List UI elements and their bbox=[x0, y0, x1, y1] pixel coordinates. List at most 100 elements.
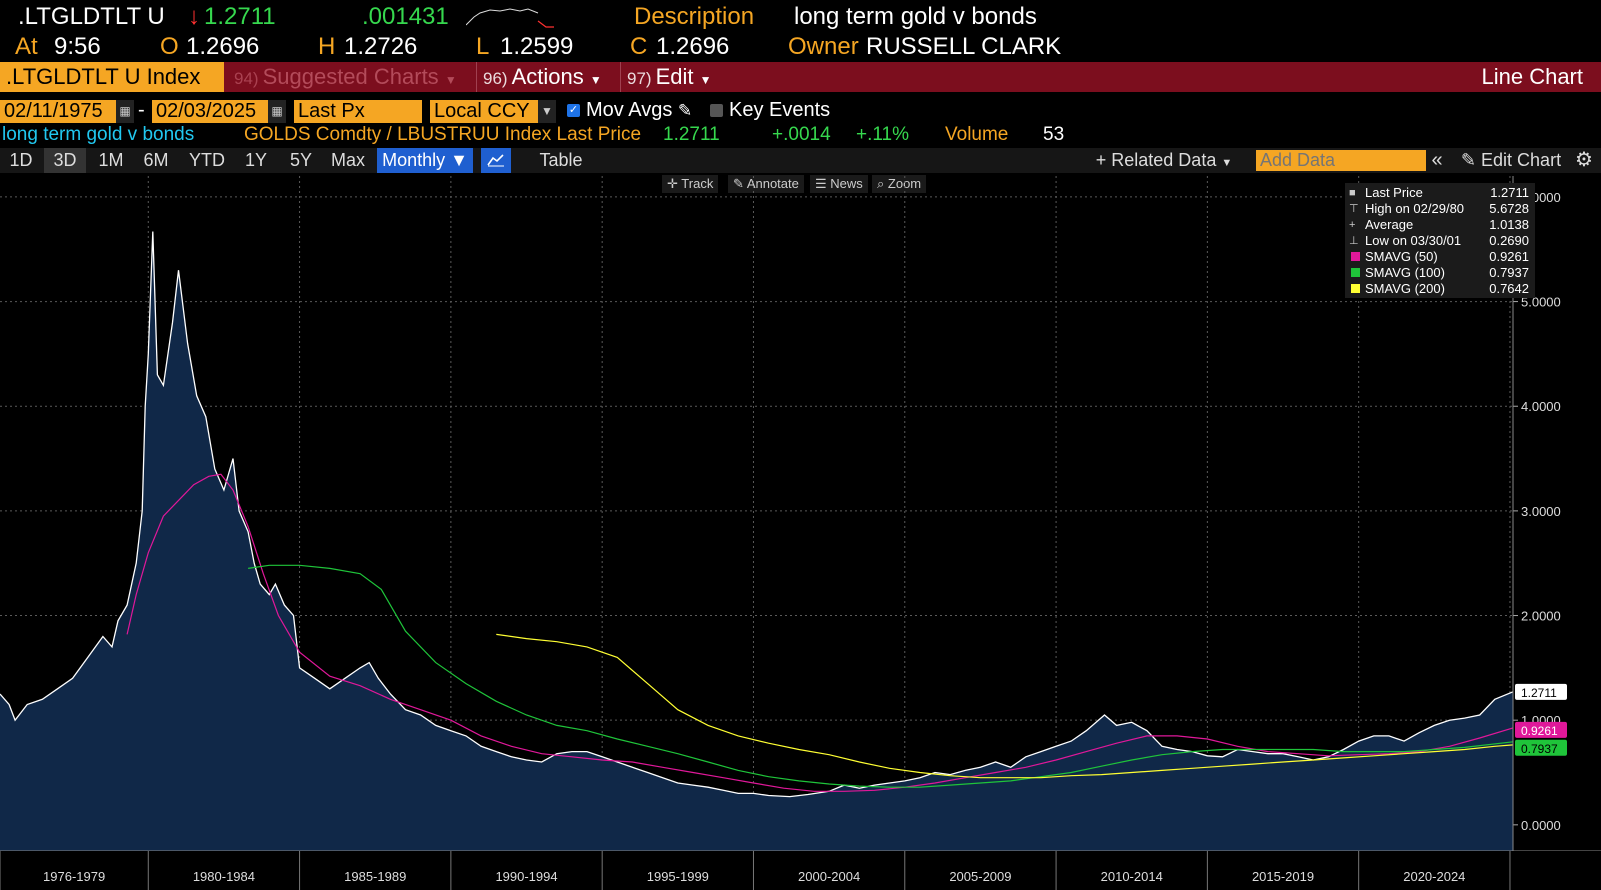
line-chart-icon[interactable] bbox=[481, 148, 511, 173]
legend-row[interactable]: ⊥ Low on 03/30/01 0.2690 bbox=[1345, 233, 1535, 249]
legend-swatch bbox=[1351, 284, 1360, 293]
related-data-menu[interactable]: + Related Data ▼ bbox=[1090, 148, 1238, 173]
close-value: 1.2696 bbox=[656, 33, 730, 60]
price-chart[interactable]: 6.00005.00004.00003.00002.00001.00000.00… bbox=[0, 176, 1601, 890]
open-label: O bbox=[160, 33, 179, 60]
chevron-down-icon: ▼ bbox=[699, 73, 712, 87]
pencil-icon: ✎ bbox=[1460, 150, 1477, 170]
legend-row[interactable]: + Average 1.0138 bbox=[1345, 217, 1535, 233]
legend-swatch bbox=[1351, 252, 1360, 261]
legend-marker-icon: ■ bbox=[1349, 187, 1356, 199]
sparkline-icon bbox=[466, 8, 554, 28]
currency-selector[interactable]: Local CCY ▼ bbox=[430, 100, 556, 123]
end-date-field[interactable]: 02/03/2025 ▦ bbox=[152, 100, 286, 123]
actions-menu[interactable]: 96) Actions ▼ bbox=[476, 62, 608, 92]
chevron-down-icon[interactable]: ▼ bbox=[538, 100, 556, 123]
legend-row[interactable]: ⊤ High on 02/29/80 5.6728 bbox=[1345, 201, 1535, 217]
edit-chart-button[interactable]: ✎ Edit Chart bbox=[1454, 148, 1568, 173]
edit-chart-label: Edit Chart bbox=[1481, 150, 1562, 170]
collapse-icon[interactable]: « bbox=[1431, 149, 1443, 171]
actions-label: Actions bbox=[511, 64, 584, 89]
open-value: 1.2696 bbox=[186, 33, 260, 60]
legend-value: 0.7937 bbox=[1489, 265, 1529, 280]
ticker: .LTGLDTLT U bbox=[18, 3, 165, 30]
legend-name: Last Price bbox=[1365, 185, 1423, 200]
track-tool[interactable]: ✛ Track bbox=[662, 175, 719, 193]
suggested-charts-menu[interactable]: 94) Suggested Charts ▼ bbox=[228, 62, 463, 92]
description-value: long term gold v bonds bbox=[794, 3, 1037, 30]
edit-label: Edit bbox=[655, 64, 694, 89]
mov-avgs-toggle[interactable]: ✓ Mov Avgs ✎ bbox=[567, 99, 692, 122]
legend-name: High on 02/29/80 bbox=[1365, 201, 1465, 216]
range-6m[interactable]: 6M bbox=[143, 150, 169, 170]
checkbox-checked-icon[interactable]: ✓ bbox=[567, 104, 580, 118]
chart-legend[interactable]: ■ Last Price 1.2711 ⊤ High on 02/29/80 5.6728… bbox=[1345, 183, 1535, 298]
chevron-down-icon: ▼ bbox=[444, 73, 457, 87]
legend-row[interactable]: ■ Last Price 1.2711 bbox=[1345, 185, 1535, 201]
price-area bbox=[0, 231, 1513, 851]
volume-value: 53 bbox=[1043, 124, 1065, 145]
currency-value: Local CCY bbox=[434, 100, 530, 122]
net-change: .001431 bbox=[362, 3, 449, 30]
range-3d[interactable]: 3D bbox=[44, 148, 86, 173]
calendar-icon[interactable]: ▦ bbox=[116, 100, 134, 123]
range-1d[interactable]: 1D bbox=[9, 150, 33, 170]
volume-label: Volume bbox=[945, 124, 1009, 145]
range-toolbar: 1D 3D 1M 6M YTD 1Y 5Y Max Monthly ▼ Tabl… bbox=[0, 148, 1601, 173]
range-5y[interactable]: 5Y bbox=[289, 150, 313, 170]
actions-num: 96) bbox=[483, 69, 508, 88]
x-period-label: 2000-2004 bbox=[798, 869, 860, 884]
table-button[interactable]: Table bbox=[539, 150, 583, 170]
series-last-price bbox=[0, 231, 1514, 798]
period-selector[interactable]: Monthly ▼ bbox=[377, 148, 473, 173]
legend-row[interactable]: SMAVG (100) 0.7937 bbox=[1345, 265, 1535, 281]
time-label: At bbox=[15, 33, 38, 60]
info-pct: +.11% bbox=[856, 124, 909, 145]
legend-marker-icon: ⊥ bbox=[1349, 235, 1359, 247]
y-tick-label: 3.0000 bbox=[1521, 504, 1561, 519]
owner-value: RUSSELL CLARK bbox=[866, 33, 1062, 60]
edit-menu[interactable]: 97) Edit ▼ bbox=[620, 62, 718, 92]
x-period-label: 2010-2014 bbox=[1101, 869, 1163, 884]
range-max[interactable]: Max bbox=[330, 150, 365, 170]
legend-value: 0.9261 bbox=[1489, 249, 1529, 264]
range-1y[interactable]: 1Y bbox=[244, 150, 268, 170]
value-tag-box bbox=[1515, 721, 1567, 738]
down-arrow-icon: ↓ bbox=[188, 3, 200, 30]
range-1m[interactable]: 1M bbox=[98, 150, 124, 170]
news-tool[interactable]: ☰ News bbox=[810, 175, 868, 193]
plus-icon: + bbox=[1095, 150, 1107, 170]
legend-marker-icon: + bbox=[1349, 219, 1356, 231]
value-tag-text: 0.7937 bbox=[1521, 742, 1558, 756]
security-tab[interactable]: .LTGLDTLT U Index bbox=[0, 62, 224, 92]
news-icon: ☰ bbox=[815, 176, 827, 191]
value-tag-text: 1.2711 bbox=[1521, 686, 1557, 700]
close-label: C bbox=[630, 33, 648, 60]
zoom-tool[interactable]: ⌕ Zoom bbox=[872, 175, 927, 193]
value-tag: 0.9261 bbox=[1515, 721, 1567, 738]
field-selector[interactable]: Last Px bbox=[294, 100, 422, 123]
value-tag-text: 0.9261 bbox=[1521, 724, 1558, 738]
legend-row[interactable]: SMAVG (200) 0.7642 bbox=[1345, 281, 1535, 297]
chevron-down-icon: ▼ bbox=[1221, 157, 1233, 169]
chart-title: long term gold v bonds bbox=[2, 124, 195, 145]
chevron-down-icon: ▼ bbox=[589, 73, 602, 87]
calendar-icon[interactable]: ▦ bbox=[268, 100, 286, 123]
legend-value: 0.2690 bbox=[1489, 233, 1529, 248]
start-date-field[interactable]: 02/11/1975 ▦ bbox=[0, 100, 134, 123]
end-date: 02/03/2025 bbox=[156, 100, 257, 122]
pencil-icon[interactable]: ✎ bbox=[677, 101, 693, 120]
annotate-tool[interactable]: ✎ Annotate bbox=[728, 175, 804, 193]
gear-icon[interactable]: ⚙ bbox=[1575, 149, 1593, 171]
function-tab-bar: .LTGLDTLT U Index 94) Suggested Charts ▼ … bbox=[0, 62, 1601, 92]
legend-name: SMAVG (100) bbox=[1365, 265, 1445, 280]
range-ytd[interactable]: YTD bbox=[189, 150, 225, 170]
legend-marker-icon: ⊤ bbox=[1349, 203, 1359, 215]
x-period-label: 1990-1994 bbox=[495, 869, 557, 884]
add-data-input[interactable] bbox=[1256, 150, 1426, 171]
checkbox-unchecked-icon[interactable] bbox=[710, 104, 723, 118]
legend-value: 1.2711 bbox=[1490, 185, 1529, 200]
legend-row[interactable]: SMAVG (50) 0.9261 bbox=[1345, 249, 1535, 265]
key-events-toggle[interactable]: Key Events bbox=[710, 99, 830, 122]
chart-type-label: Line Chart bbox=[1481, 64, 1583, 89]
